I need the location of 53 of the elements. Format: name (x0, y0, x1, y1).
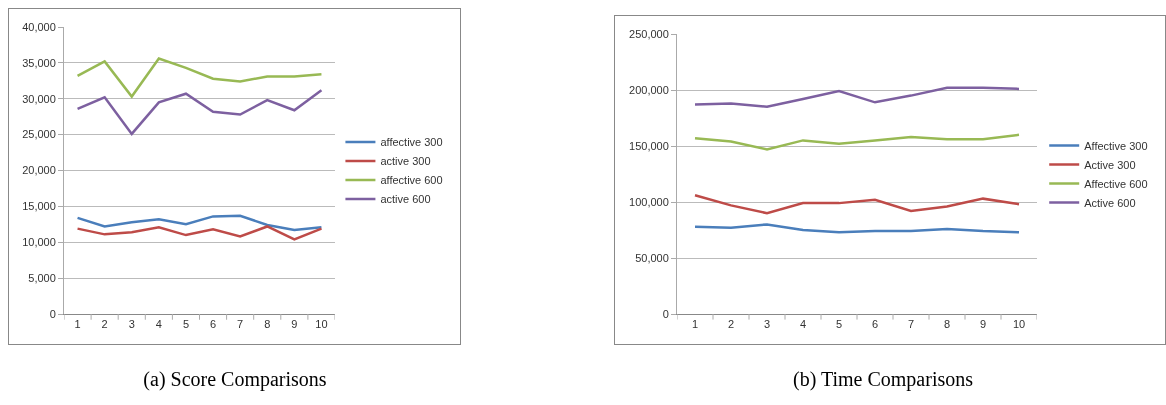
line-series (693, 133, 1021, 151)
x-tick-label: 10 (1012, 318, 1026, 331)
x-tick-label: 9 (979, 318, 987, 331)
legend-label: Active 300 (1084, 158, 1136, 171)
line-series (76, 88, 323, 136)
x-tick-label: 6 (871, 318, 879, 331)
x-tick-label: 5 (182, 318, 190, 331)
y-tick-label: 100,000 (629, 195, 669, 208)
y-tick-label: 40,000 (22, 20, 56, 33)
legend-label: affective 300 (380, 136, 443, 149)
line-series (76, 57, 323, 98)
line-series (693, 194, 1021, 215)
text: (b) Time Comparisons (792, 368, 974, 391)
legend-label: Active 600 (1084, 196, 1136, 209)
legend-label: active 600 (380, 193, 431, 206)
x-tick-label: 7 (907, 318, 915, 331)
x-tick-label: 9 (291, 318, 298, 331)
y-tick-label: 30,000 (22, 92, 56, 105)
y-tick-label: 0 (662, 307, 669, 320)
y-tick-label: 5,000 (28, 271, 56, 284)
x-tick-label: 1 (74, 318, 81, 331)
x-tick-label: 2 (727, 318, 735, 331)
line-series (693, 86, 1021, 109)
y-tick-label: 35,000 (22, 56, 56, 69)
x-tick-label: 6 (209, 318, 217, 331)
line-series (76, 214, 323, 232)
legend-label: active 300 (380, 155, 431, 168)
x-tick-label: 5 (835, 318, 843, 331)
x-tick-label: 4 (799, 318, 807, 331)
y-tick-label: 15,000 (22, 200, 56, 213)
y-tick-label: 20,000 (22, 164, 56, 177)
x-tick-label: 1 (691, 318, 699, 331)
y-tick-label: 25,000 (22, 128, 56, 141)
legend-label: Affective 600 (1084, 177, 1148, 190)
x-tick-label: 8 (264, 318, 271, 331)
line-series (76, 225, 323, 241)
legend-label: Affective 300 (1084, 139, 1148, 152)
y-tick-label: 0 (49, 307, 56, 320)
y-tick-label: 200,000 (629, 83, 669, 96)
legend-label: affective 600 (380, 174, 443, 187)
y-tick-label: 10,000 (22, 236, 56, 249)
text: (a) Score Comparisons (142, 368, 328, 391)
x-tick-label: 7 (237, 318, 244, 331)
x-tick-label: 3 (128, 318, 135, 331)
x-tick-label: 10 (315, 318, 328, 331)
y-tick-label: 150,000 (629, 139, 669, 152)
y-tick-label: 50,000 (635, 251, 669, 264)
x-tick-label: 3 (763, 318, 771, 331)
x-tick-label: 2 (101, 318, 108, 331)
line-series (693, 223, 1021, 234)
x-tick-label: 8 (943, 318, 951, 331)
y-tick-label: 250,000 (629, 27, 669, 40)
x-tick-label: 4 (155, 318, 162, 331)
